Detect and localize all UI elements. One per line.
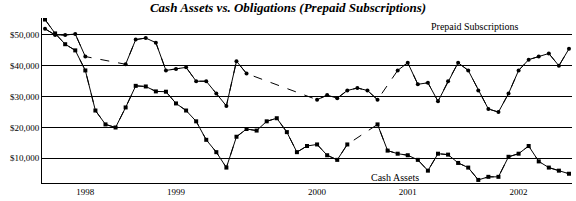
svg-text:$40,000: $40,000 (10, 61, 40, 71)
svg-text:1999: 1999 (167, 187, 186, 197)
svg-text:Cash Assets: Cash Assets (371, 172, 419, 183)
svg-text:2001: 2001 (399, 187, 417, 197)
svg-text:1998: 1998 (76, 187, 95, 197)
svg-text:2000: 2000 (308, 187, 327, 197)
svg-text:Cash Assets vs. Obligations (P: Cash Assets vs. Obligations (Prepaid Sub… (150, 0, 426, 15)
svg-text:Prepaid Subscriptions: Prepaid Subscriptions (431, 21, 519, 32)
svg-text:$10,000: $10,000 (10, 153, 40, 163)
svg-text:$30,000: $30,000 (10, 92, 40, 102)
svg-text:$20,000: $20,000 (10, 123, 40, 133)
svg-text:2002: 2002 (510, 187, 528, 197)
svg-text:$50,000: $50,000 (10, 30, 40, 40)
